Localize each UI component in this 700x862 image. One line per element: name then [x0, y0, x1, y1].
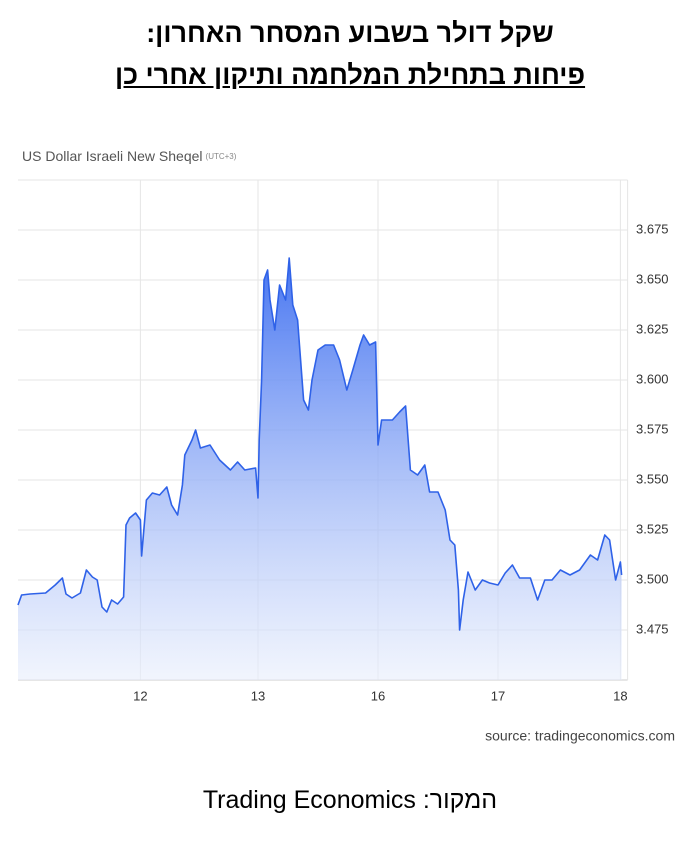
page-subtitle: פיחות בתחילת המלחמה ותיקון אחרי כן [114, 60, 586, 90]
area [18, 258, 622, 680]
chart-title-text: US Dollar Israeli New Sheqel [22, 148, 203, 164]
x-tick-label: 16 [371, 688, 385, 703]
x-tick-label: 18 [613, 688, 627, 703]
y-tick-label: 3.600 [636, 371, 669, 386]
plot [17, 179, 629, 681]
page-title: שקל דולר בשבוע המסחר האחרון: [146, 18, 554, 48]
y-tick-label: 3.575 [636, 421, 669, 436]
x-tick-label: 17 [491, 688, 505, 703]
x-tick-label: 12 [133, 688, 147, 703]
y-tick-label: 3.550 [636, 471, 669, 486]
y-tick-label: 3.500 [636, 571, 669, 586]
y-tick-label: 3.675 [636, 221, 669, 236]
timezone: (UTC+3) [206, 152, 237, 161]
source: source: tradingeconomics.com [485, 728, 675, 744]
chart-title: US Dollar Israeli New Sheqel (UTC+3) [22, 148, 237, 164]
line [17, 257, 623, 631]
y-tick-label: 3.525 [636, 521, 669, 536]
y-tick-label: 3.650 [636, 271, 669, 286]
x-tick-label: 13 [251, 688, 265, 703]
footer: המקור: Trading Economics [202, 786, 498, 814]
y-tick-label: 3.475 [636, 621, 669, 636]
y-tick-label: 3.625 [636, 321, 669, 336]
